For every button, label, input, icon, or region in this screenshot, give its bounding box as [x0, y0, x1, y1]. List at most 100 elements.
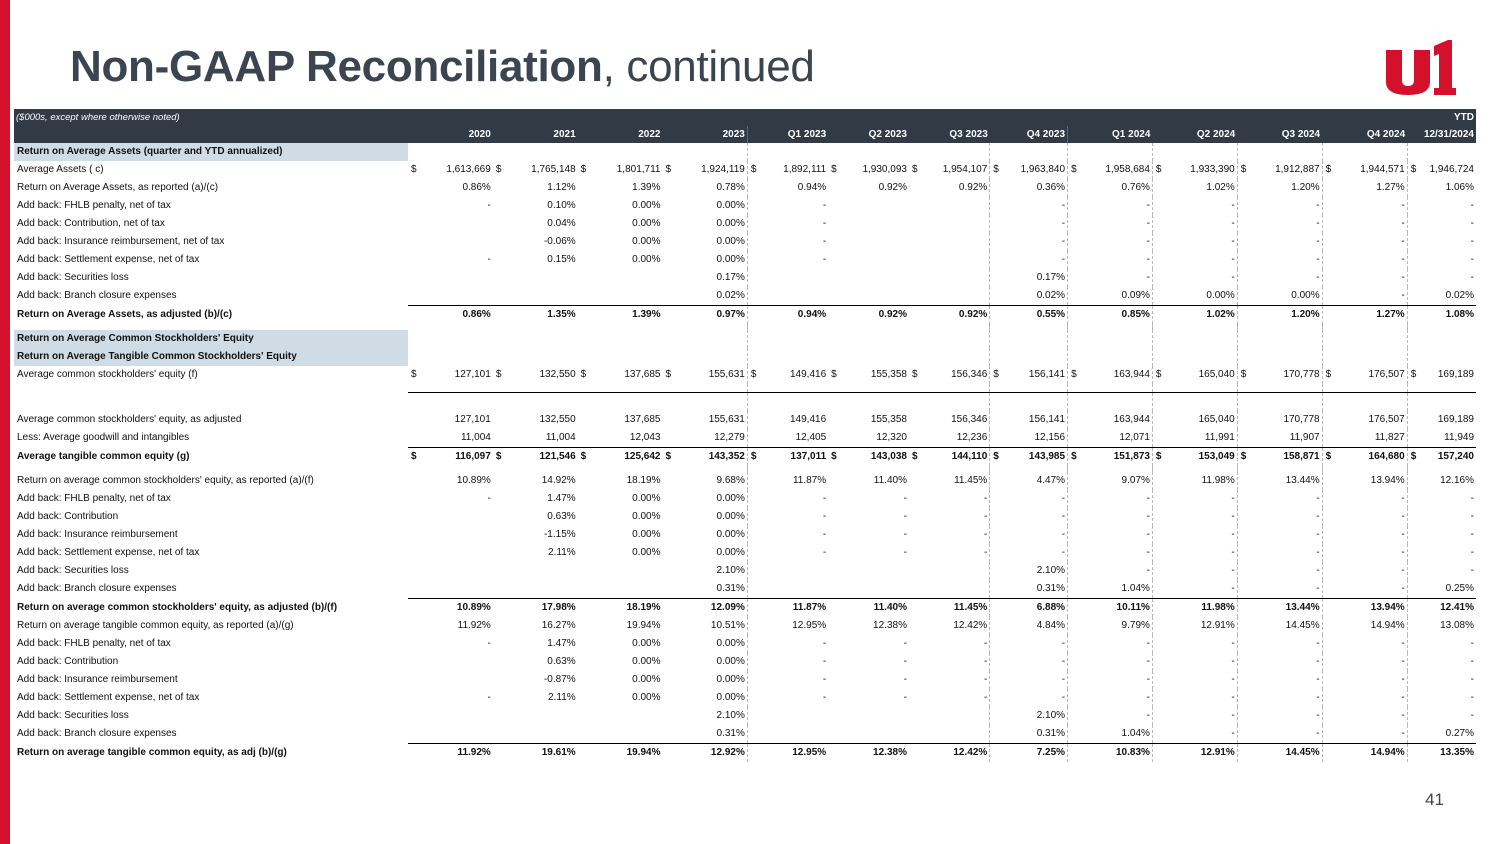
table-cell: - — [1470, 692, 1474, 703]
currency-symbol — [663, 544, 674, 562]
currency-symbol — [828, 508, 839, 526]
currency-symbol — [493, 330, 504, 348]
currency-symbol — [1321, 179, 1334, 197]
table-cell: 9.79% — [1121, 620, 1150, 631]
currency-symbol — [1151, 580, 1164, 599]
currency-symbol — [989, 635, 1001, 653]
column-header: Q2 2023 — [828, 126, 909, 143]
currency-symbol — [989, 725, 1001, 744]
row-label: Less: Average goodwill and intangibles — [17, 432, 190, 444]
table-row: Average common stockholders' equity, as … — [14, 411, 1476, 429]
currency-symbol — [1321, 743, 1334, 762]
currency-symbol — [1067, 635, 1079, 653]
table-cell: - — [822, 236, 827, 247]
table-cell: - — [1231, 710, 1235, 721]
currency-symbol — [1236, 544, 1249, 562]
table-cell: - — [1146, 674, 1150, 685]
table-cell: - — [1470, 565, 1474, 576]
table-cell: 137,685 — [624, 414, 661, 425]
currency-symbol — [909, 580, 920, 599]
table-cell — [1079, 143, 1153, 161]
currency-symbol — [493, 653, 504, 671]
table-cell: 11.98% — [1201, 475, 1235, 486]
currency-symbol — [1321, 598, 1334, 617]
table-cell: 10.83% — [1078, 743, 1153, 762]
table-cell — [920, 348, 990, 366]
currency-symbol: $ — [989, 366, 1001, 384]
table-cell: - — [1316, 272, 1320, 283]
row-label: Average common stockholders' equity, as … — [17, 414, 242, 425]
currency-symbol — [1067, 544, 1079, 562]
currency-symbol — [1406, 598, 1419, 617]
table-cell — [758, 143, 828, 161]
table-cell: 12.16% — [1440, 475, 1474, 486]
table-cell: 2.10% — [1036, 710, 1066, 721]
currency-symbol: $ — [580, 164, 587, 175]
currency-symbol — [578, 233, 589, 251]
table-cell — [419, 508, 493, 526]
currency-symbol — [909, 653, 920, 671]
currency-symbol — [828, 330, 839, 348]
currency-symbol — [493, 635, 504, 653]
table-cell: 1.39% — [588, 305, 663, 324]
currency-symbol — [989, 269, 1001, 287]
currency-symbol — [828, 635, 839, 653]
currency-symbol — [1236, 562, 1249, 580]
currency-symbol — [1067, 689, 1079, 707]
currency-symbol — [1236, 287, 1249, 306]
currency-symbol: $ — [989, 447, 1001, 466]
table-cell: - — [1470, 547, 1474, 558]
currency-symbol — [1067, 671, 1079, 689]
currency-symbol — [828, 544, 839, 562]
table-row: Add back: FHLB penalty, net of tax - 1.47%… — [14, 635, 1476, 653]
row-label: Add back: Contribution — [17, 656, 119, 667]
table-cell: 2.10% — [716, 710, 745, 721]
table-cell: - — [1146, 565, 1150, 576]
currency-symbol: $ — [1321, 366, 1334, 384]
table-cell — [1164, 384, 1238, 393]
table-cell: 0.00% — [716, 547, 745, 558]
table-cell: - — [487, 638, 491, 649]
table-cell: 0.09% — [1121, 290, 1150, 301]
table-cell: 1.47% — [547, 638, 576, 649]
currency-symbol — [577, 598, 589, 617]
column-header: Q3 2024 — [1237, 126, 1323, 143]
table-cell — [1000, 392, 1068, 411]
column-header: 2020 — [407, 126, 493, 143]
row-label: Average tangible common equity (g) — [17, 450, 190, 462]
table-cell: 169,189 — [1437, 369, 1474, 380]
table-cell: - — [1316, 218, 1320, 229]
currency-symbol: $ — [1406, 366, 1419, 384]
currency-symbol — [578, 215, 589, 233]
table-cell — [504, 287, 578, 306]
table-cell: 0.76% — [1121, 182, 1150, 193]
currency-symbol — [828, 384, 839, 393]
currency-symbol — [746, 598, 759, 617]
table-cell: - — [487, 493, 491, 504]
table-cell — [1163, 392, 1238, 411]
table-cell: 12.95% — [792, 620, 827, 631]
currency-symbol — [492, 598, 504, 617]
currency-symbol — [1406, 392, 1419, 411]
table-cell: - — [1146, 529, 1150, 540]
table-cell: 0.31% — [716, 583, 745, 594]
currency-symbol — [909, 508, 920, 526]
currency-symbol — [1067, 143, 1079, 161]
table-cell — [839, 348, 909, 366]
table-cell: 1,765,148 — [531, 164, 576, 175]
table-row: Add back: Contribution 0.63% 0.00% 0.00% - - -… — [14, 653, 1476, 671]
currency-symbol — [1151, 671, 1164, 689]
currency-symbol — [493, 490, 504, 508]
table-cell: - — [1401, 511, 1405, 522]
currency-symbol — [663, 233, 674, 251]
currency-symbol: $ — [831, 164, 837, 175]
table-cell: - — [1146, 638, 1150, 649]
table-cell: - — [1470, 638, 1474, 649]
currency-symbol — [746, 269, 759, 287]
table-cell: 12.38% — [839, 743, 909, 762]
table-cell: 0.92% — [878, 182, 907, 193]
currency-symbol: $ — [1236, 447, 1249, 466]
table-cell: 0.00% — [632, 529, 661, 540]
table-cell: 127,101 — [454, 414, 491, 425]
table-cell: - — [1061, 656, 1066, 667]
